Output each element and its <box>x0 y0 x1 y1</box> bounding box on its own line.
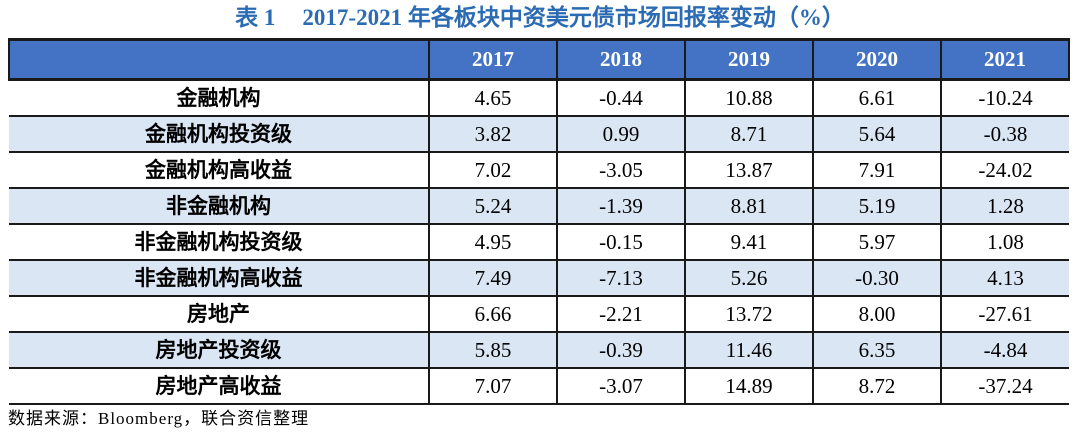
value-cell: 6.35 <box>812 332 941 369</box>
value-cell: -2.21 <box>556 296 685 333</box>
value-cell: -24.02 <box>940 152 1069 189</box>
value-cell: -27.61 <box>940 296 1069 333</box>
value-cell: 8.72 <box>812 368 941 405</box>
value-cell: 11.46 <box>684 332 813 369</box>
value-cell: -10.24 <box>940 79 1069 117</box>
value-cell: 4.95 <box>428 224 557 261</box>
value-cell: 4.13 <box>940 260 1069 297</box>
header-cell-blank <box>8 38 429 81</box>
header-cell-2019: 2019 <box>684 38 813 81</box>
value-cell: 8.71 <box>684 116 813 153</box>
value-cell: -3.07 <box>556 368 685 405</box>
value-cell: 5.24 <box>428 188 557 225</box>
value-cell: 6.66 <box>428 296 557 333</box>
value-cell: -0.44 <box>556 79 685 117</box>
value-cell: 7.02 <box>428 152 557 189</box>
table-row: 非金融机构 5.24 -1.39 8.81 5.19 1.28 <box>9 188 1069 225</box>
table-row: 非金融机构投资级 4.95 -0.15 9.41 5.97 1.08 <box>9 224 1069 261</box>
value-cell: 10.88 <box>684 79 813 117</box>
value-cell: 5.19 <box>812 188 941 225</box>
row-label: 房地产高收益 <box>9 368 429 405</box>
table-row: 房地产高收益 7.07 -3.07 14.89 8.72 -37.24 <box>9 368 1069 405</box>
value-cell: 1.28 <box>940 188 1069 225</box>
value-cell: 7.49 <box>428 260 557 297</box>
value-cell: 8.00 <box>812 296 941 333</box>
returns-table: 2017 2018 2019 2020 2021 金融机构 4.65 -0.44 10… <box>8 38 1070 405</box>
value-cell: 13.72 <box>684 296 813 333</box>
row-label: 非金融机构高收益 <box>9 260 429 297</box>
value-cell: 0.99 <box>556 116 685 153</box>
row-label: 非金融机构 <box>9 188 429 225</box>
value-cell: 14.89 <box>684 368 813 405</box>
value-cell: 6.61 <box>812 79 941 117</box>
table-row: 金融机构投资级 3.82 0.99 8.71 5.64 -0.38 <box>9 116 1069 153</box>
row-label: 金融机构投资级 <box>9 116 429 153</box>
table-row: 金融机构 4.65 -0.44 10.88 6.61 -10.24 <box>9 79 1069 117</box>
value-cell: 9.41 <box>684 224 813 261</box>
header-row: 2017 2018 2019 2020 2021 <box>8 38 1070 81</box>
table-row: 房地产 6.66 -2.21 13.72 8.00 -27.61 <box>9 296 1069 333</box>
table-title: 表 1 2017-2021 年各板块中资美元债市场回报率变动（%） <box>0 2 1080 34</box>
value-cell: 13.87 <box>684 152 813 189</box>
value-cell: -0.39 <box>556 332 685 369</box>
table-title-text: 2017-2021 年各板块中资美元债市场回报率变动（%） <box>302 5 845 30</box>
header-cell-2018: 2018 <box>556 38 685 81</box>
value-cell: -1.39 <box>556 188 685 225</box>
row-label: 房地产投资级 <box>9 332 429 369</box>
value-cell: 5.85 <box>428 332 557 369</box>
value-cell: 1.08 <box>940 224 1069 261</box>
value-cell: -7.13 <box>556 260 685 297</box>
table-row: 房地产投资级 5.85 -0.39 11.46 6.35 -4.84 <box>9 332 1069 369</box>
value-cell: 5.26 <box>684 260 813 297</box>
value-cell: 7.07 <box>428 368 557 405</box>
value-cell: 7.91 <box>812 152 941 189</box>
value-cell: 3.82 <box>428 116 557 153</box>
data-source-note: 数据来源：Bloomberg，联合资信整理 <box>8 409 310 428</box>
value-cell: -0.15 <box>556 224 685 261</box>
value-cell: 8.81 <box>684 188 813 225</box>
row-label: 房地产 <box>9 296 429 333</box>
row-label: 非金融机构投资级 <box>9 224 429 261</box>
table-row: 金融机构高收益 7.02 -3.05 13.87 7.91 -24.02 <box>9 152 1069 189</box>
table-header: 2017 2018 2019 2020 2021 <box>8 38 1070 81</box>
value-cell: -37.24 <box>940 368 1069 405</box>
value-cell: 5.64 <box>812 116 941 153</box>
value-cell: -0.38 <box>940 116 1069 153</box>
value-cell: 5.97 <box>812 224 941 261</box>
row-label: 金融机构高收益 <box>9 152 429 189</box>
table-body: 金融机构 4.65 -0.44 10.88 6.61 -10.24 金融机构投资级 3.82 0… <box>9 79 1069 405</box>
header-cell-2020: 2020 <box>812 38 941 81</box>
value-cell: 4.65 <box>428 79 557 117</box>
header-cell-2017: 2017 <box>428 38 557 81</box>
value-cell: -0.30 <box>812 260 941 297</box>
table-row: 非金融机构高收益 7.49 -7.13 5.26 -0.30 4.13 <box>9 260 1069 297</box>
header-cell-2021: 2021 <box>940 38 1070 81</box>
table-title-label: 表 1 <box>235 5 276 30</box>
value-cell: -4.84 <box>940 332 1069 369</box>
row-label: 金融机构 <box>9 79 429 117</box>
value-cell: -3.05 <box>556 152 685 189</box>
